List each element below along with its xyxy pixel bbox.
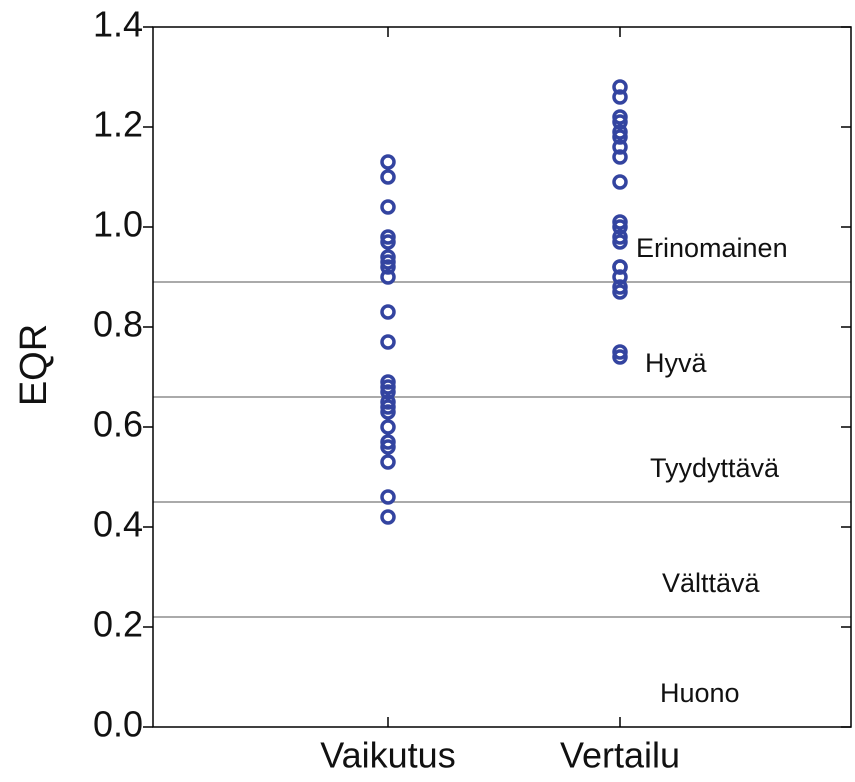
point — [380, 374, 396, 390]
point — [612, 139, 628, 155]
point — [380, 384, 396, 400]
class-label: Hyvä — [645, 348, 707, 378]
y-tick-label: 0.0 — [93, 704, 143, 745]
class-label: Tyydyttävä — [650, 453, 780, 483]
x-tick-label: Vertailu — [560, 735, 680, 776]
plot-frame — [152, 26, 852, 728]
point — [380, 399, 396, 415]
y-tick-label: 1.4 — [93, 4, 143, 45]
point — [612, 284, 628, 300]
point — [612, 89, 628, 105]
point — [380, 169, 396, 185]
point — [612, 79, 628, 95]
point — [380, 254, 396, 270]
point — [612, 279, 628, 295]
x-tick-label: Vaikutus — [320, 735, 455, 776]
y-tick-label: 0.8 — [93, 304, 143, 345]
point — [380, 304, 396, 320]
y-axis-label: EQR — [13, 324, 55, 406]
point — [380, 434, 396, 450]
point — [380, 454, 396, 470]
point — [612, 124, 628, 140]
point — [612, 269, 628, 285]
y-tick-label: 1.0 — [93, 204, 143, 245]
point — [612, 259, 628, 275]
point — [380, 419, 396, 435]
point — [612, 349, 628, 365]
point — [612, 114, 628, 130]
point — [380, 404, 396, 420]
point — [612, 109, 628, 125]
point — [380, 199, 396, 215]
class-label: Välttävä — [662, 568, 761, 598]
point — [612, 229, 628, 245]
y-tick-label: 0.2 — [93, 604, 143, 645]
point — [380, 379, 396, 395]
y-tick-label: 1.2 — [93, 104, 143, 145]
point — [380, 334, 396, 350]
class-label: Erinomainen — [636, 233, 788, 263]
point — [380, 394, 396, 410]
point — [380, 259, 396, 275]
point — [380, 154, 396, 170]
point — [612, 129, 628, 145]
point — [380, 509, 396, 525]
class-label: Huono — [660, 678, 740, 708]
point — [612, 344, 628, 360]
point — [612, 214, 628, 230]
point — [380, 249, 396, 265]
point — [380, 269, 396, 285]
point — [380, 229, 396, 245]
y-tick-label: 0.4 — [93, 504, 143, 545]
point — [612, 149, 628, 165]
y-tick-label: 0.6 — [93, 404, 143, 445]
point — [612, 234, 628, 250]
point — [380, 439, 396, 455]
point — [380, 234, 396, 250]
point — [380, 489, 396, 505]
point — [612, 174, 628, 190]
point — [612, 219, 628, 235]
